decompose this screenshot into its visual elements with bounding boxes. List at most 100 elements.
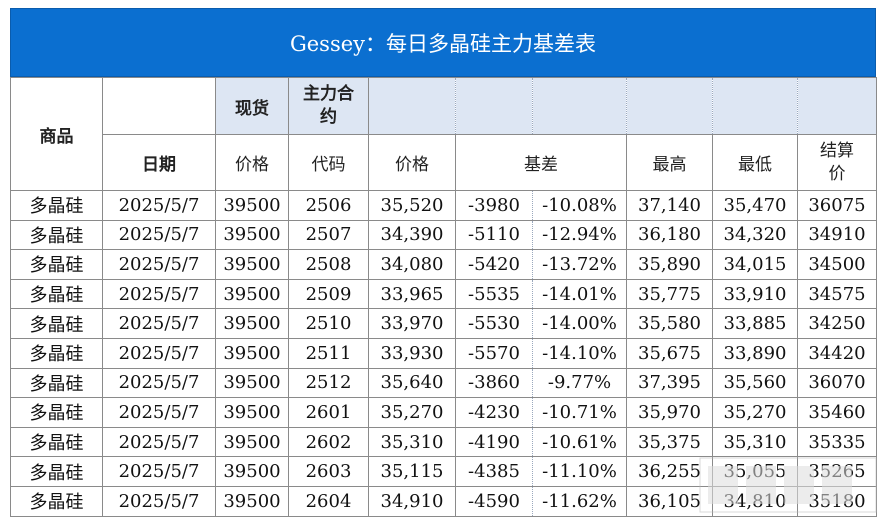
- cell-date: 2025/5/7: [102, 249, 216, 280]
- cell-spot: 39500: [215, 219, 289, 251]
- cell-basis-pct: -14.00%: [532, 308, 627, 339]
- cell-date: 2025/5/7: [102, 485, 216, 517]
- cell-basis: -5530: [455, 308, 533, 339]
- cell-basis: -5420: [455, 249, 533, 280]
- header-settle-line2: 价: [828, 163, 846, 184]
- cell-low: 33,890: [712, 337, 798, 369]
- cell-product: 多晶硅: [10, 308, 103, 339]
- cell-product: 多晶硅: [10, 485, 103, 517]
- table-row: 多晶硅 2025/5/7 39500 2604 34,910 -4590 -11.62% 36…: [10, 485, 877, 517]
- header-date: 日期: [102, 134, 216, 191]
- cell-code: 2603: [288, 456, 369, 487]
- cell-product: 多晶硅: [10, 367, 103, 399]
- table-row: 多晶硅 2025/5/7 39500 2603 35,115 -4385 -11.10% 36…: [10, 456, 877, 487]
- cell-price: 34,080: [368, 249, 456, 280]
- cell-settle: 35335: [797, 426, 877, 458]
- cell-low: 35,560: [712, 367, 798, 399]
- cell-price: 35,520: [368, 190, 456, 221]
- cell-price: 33,965: [368, 278, 456, 310]
- cell-date: 2025/5/7: [102, 367, 216, 399]
- header-main-contract-line1: 主力合: [303, 84, 354, 104]
- header-shade-cell: [455, 77, 533, 135]
- cell-product: 多晶硅: [10, 190, 103, 221]
- header-row-2: 日期 价格 代码 价格 基差 最高 最低 结算 价: [11, 134, 877, 191]
- header-main-contract-line2: 约: [320, 107, 337, 127]
- table-row: 多晶硅 2025/5/7 39500 2509 33,965 -5535 -14.01% 35…: [10, 278, 877, 310]
- header-price: 价格: [368, 134, 456, 191]
- cell-code: 2602: [288, 426, 369, 458]
- cell-date: 2025/5/7: [102, 426, 216, 458]
- header-shade-cell: [368, 77, 456, 135]
- cell-code: 2510: [288, 308, 369, 339]
- cell-basis: -3980: [455, 190, 533, 221]
- header-shade-cell: [626, 77, 713, 135]
- cell-price: 35,270: [368, 397, 456, 428]
- cell-settle: 35265: [797, 456, 877, 487]
- cell-basis-pct: -14.01%: [532, 278, 627, 310]
- cell-low: 34,015: [712, 249, 798, 280]
- cell-code: 2508: [288, 249, 369, 280]
- cell-basis: -4190: [455, 426, 533, 458]
- cell-date: 2025/5/7: [102, 397, 216, 428]
- cell-low: 33,910: [712, 278, 798, 310]
- cell-date: 2025/5/7: [102, 219, 216, 251]
- header-blank: [102, 77, 216, 135]
- header-code: 代码: [288, 134, 369, 191]
- cell-basis-pct: -10.08%: [532, 190, 627, 221]
- cell-spot: 39500: [215, 308, 289, 339]
- cell-spot: 39500: [215, 190, 289, 221]
- cell-code: 2509: [288, 278, 369, 310]
- cell-high: 36,255: [626, 456, 713, 487]
- cell-high: 37,140: [626, 190, 713, 221]
- cell-basis: -5110: [455, 219, 533, 251]
- cell-spot: 39500: [215, 278, 289, 310]
- cell-basis: -4385: [455, 456, 533, 487]
- header-high: 最高: [626, 134, 713, 191]
- cell-low: 33,885: [712, 308, 798, 339]
- header-shade-cell: [712, 77, 798, 135]
- cell-settle: 34500: [797, 249, 877, 280]
- cell-low: 34,810: [712, 485, 798, 517]
- cell-settle: 35460: [797, 397, 877, 428]
- cell-high: 36,180: [626, 219, 713, 251]
- cell-code: 2507: [288, 219, 369, 251]
- cell-basis: -5535: [455, 278, 533, 310]
- cell-price: 33,930: [368, 337, 456, 369]
- cell-spot: 39500: [215, 249, 289, 280]
- cell-basis: -3860: [455, 367, 533, 399]
- table-row: 多晶硅 2025/5/7 39500 2506 35,520 -3980 -10.08% 37…: [10, 190, 877, 221]
- table-row: 多晶硅 2025/5/7 39500 2602 35,310 -4190 -10.61% 35…: [10, 426, 877, 458]
- cell-product: 多晶硅: [10, 426, 103, 458]
- header-product: 商品: [10, 77, 103, 191]
- cell-settle: 36070: [797, 367, 877, 399]
- header-low: 最低: [712, 134, 798, 191]
- cell-date: 2025/5/7: [102, 308, 216, 339]
- cell-basis-pct: -9.77%: [532, 367, 627, 399]
- header-row-1: 商品 现货 主力合 约: [10, 77, 877, 191]
- cell-basis: -4590: [455, 485, 533, 517]
- cell-low: 35,270: [712, 397, 798, 428]
- cell-settle: 34575: [797, 278, 877, 310]
- cell-price: 35,640: [368, 367, 456, 399]
- cell-date: 2025/5/7: [102, 278, 216, 310]
- cell-basis-pct: -11.10%: [532, 456, 627, 487]
- basis-table: 商品 现货 主力合 约 日期 价格 代码 价格 基差 最高 最低 结算 价: [10, 77, 877, 517]
- cell-code: 2511: [288, 337, 369, 369]
- cell-product: 多晶硅: [10, 278, 103, 310]
- cell-spot: 39500: [215, 456, 289, 487]
- table-row: 多晶硅 2025/5/7 39500 2601 35,270 -4230 -10.71% 35…: [10, 397, 877, 428]
- cell-spot: 39500: [215, 485, 289, 517]
- cell-low: 35,310: [712, 426, 798, 458]
- cell-product: 多晶硅: [10, 337, 103, 369]
- cell-product: 多晶硅: [10, 219, 103, 251]
- cell-spot: 39500: [215, 367, 289, 399]
- cell-basis: -5570: [455, 337, 533, 369]
- header-shade-cell: [532, 77, 627, 135]
- cell-basis-pct: -12.94%: [532, 219, 627, 251]
- cell-date: 2025/5/7: [102, 337, 216, 369]
- cell-high: 35,375: [626, 426, 713, 458]
- cell-code: 2506: [288, 190, 369, 221]
- table-row: 多晶硅 2025/5/7 39500 2512 35,640 -3860 -9.77% 37,…: [10, 367, 877, 399]
- cell-high: 35,775: [626, 278, 713, 310]
- header-basis: 基差: [455, 134, 627, 191]
